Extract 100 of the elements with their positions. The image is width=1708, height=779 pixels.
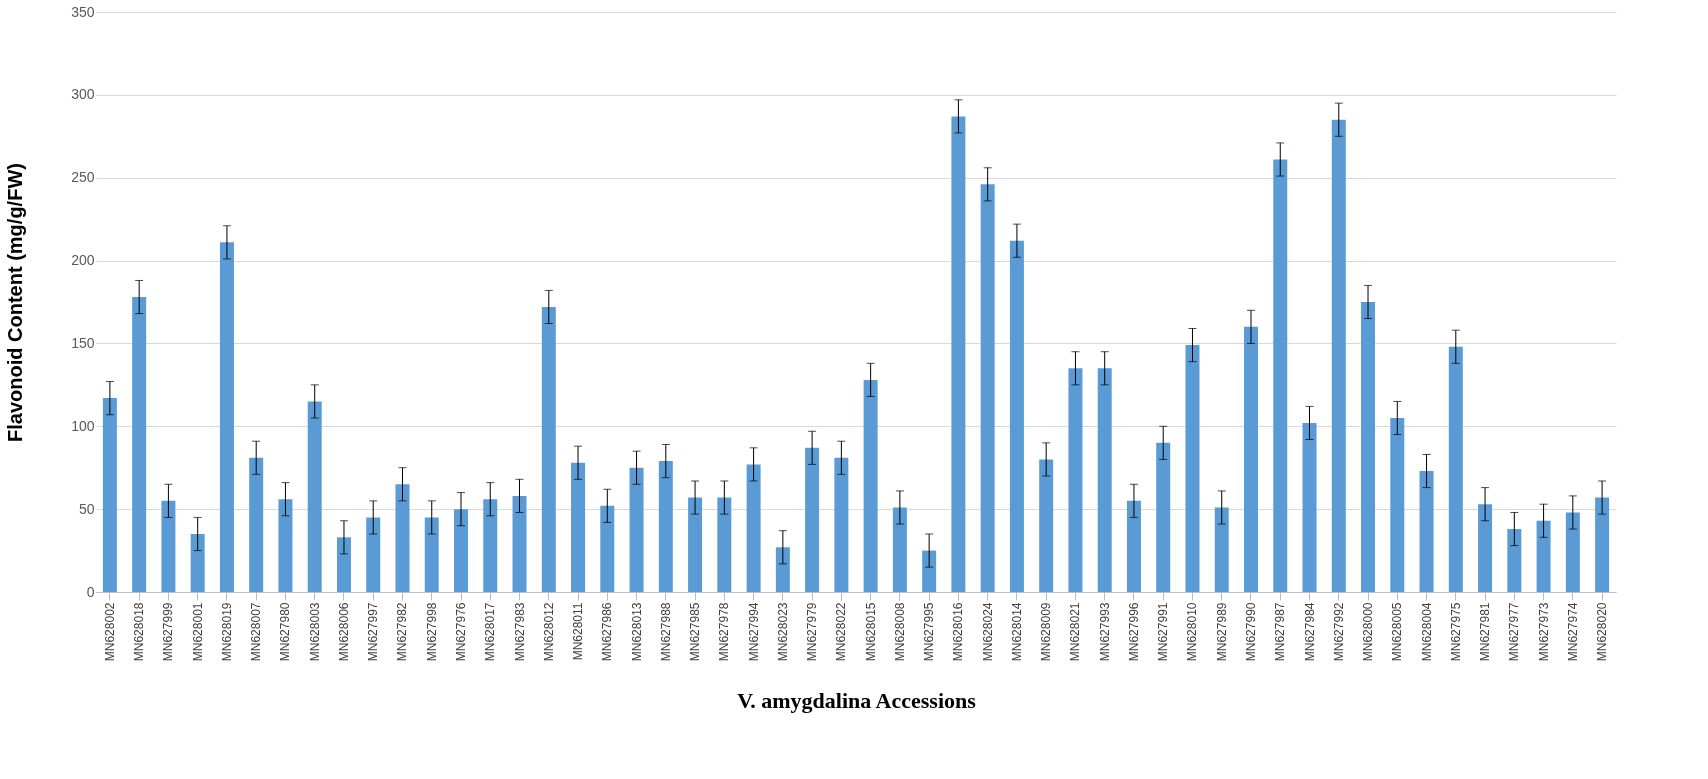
bar [1068, 368, 1083, 592]
x-tick-label: MN627987 [1273, 602, 1288, 662]
bar [571, 462, 586, 592]
bar [1302, 422, 1317, 592]
x-tick-label: MN627979 [805, 602, 820, 662]
x-tick-label: MN628009 [1039, 602, 1054, 662]
bar [512, 495, 527, 592]
x-tick-label: MN627985 [688, 602, 703, 662]
x-tick-label: MN628006 [336, 602, 351, 662]
x-tick-label: MN628004 [1419, 602, 1434, 662]
x-tick-label: MN628019 [219, 602, 234, 662]
bar [1507, 529, 1522, 592]
x-tick-label: MN628015 [863, 602, 878, 662]
bar [892, 507, 907, 592]
x-tick-label: MN628008 [892, 602, 907, 662]
y-tick-label: 100 [71, 417, 95, 434]
bar [600, 505, 615, 592]
x-tick-label: MN627995 [922, 602, 937, 662]
y-tick-label: 300 [71, 86, 95, 103]
bar [278, 499, 293, 592]
bar [1536, 520, 1551, 592]
bar [249, 457, 264, 592]
y-tick-label: 200 [71, 252, 95, 269]
bar [1448, 346, 1463, 592]
x-tick-label: MN627990 [1244, 602, 1258, 662]
bar [102, 398, 117, 592]
x-tick-label: MN627997 [366, 602, 381, 662]
x-tick-label: MN627973 [1536, 602, 1551, 662]
x-tick-label: MN627996 [1126, 602, 1141, 662]
bar [1390, 418, 1405, 592]
bar [1478, 504, 1493, 592]
bar [746, 464, 761, 592]
bar [775, 547, 790, 592]
x-tick-label: MN627994 [746, 602, 761, 662]
bar [717, 497, 732, 592]
x-tick-label: MN628010 [1185, 602, 1200, 662]
x-tick-label: MN627977 [1507, 602, 1522, 662]
x-tick-label: MN628021 [1068, 602, 1083, 662]
x-tick-label: MN627980 [278, 602, 293, 662]
bar [161, 500, 176, 592]
bar [1361, 302, 1376, 592]
bar [366, 517, 381, 592]
bar [1419, 471, 1434, 592]
bar [805, 447, 820, 592]
x-tick-label: MN627989 [1214, 602, 1229, 662]
x-tick-label: MN627991 [1156, 602, 1171, 662]
bar [307, 401, 322, 592]
x-tick-label: MN628017 [483, 602, 498, 662]
bar [980, 184, 995, 592]
bar [424, 517, 439, 592]
x-tick-label: MN628005 [1390, 602, 1405, 662]
bar [922, 550, 937, 592]
x-tick-label: MN627978 [717, 602, 732, 662]
bar [1244, 326, 1258, 592]
bar [219, 242, 234, 592]
bar [1097, 368, 1112, 592]
y-axis-title: Flavonoid Content (mg/g/FW) [4, 163, 27, 442]
bar [951, 116, 966, 592]
x-tick-label: MN627983 [512, 602, 527, 662]
x-tick-label: MN627976 [454, 602, 468, 662]
bar [1126, 500, 1141, 592]
bar [863, 379, 878, 592]
x-tick-label: MN627982 [395, 602, 410, 662]
y-tick-label: 250 [71, 169, 95, 186]
x-tick-label: MN627998 [424, 602, 439, 662]
x-tick-label: MN627981 [1478, 602, 1493, 662]
bar [658, 461, 673, 592]
x-tick-label: MN628007 [249, 602, 264, 662]
x-axis-title: V. amygdalina Accessions [737, 688, 977, 714]
x-tick-label: MN628024 [980, 602, 995, 662]
x-tick-label: MN627984 [1302, 602, 1317, 662]
bar [1009, 240, 1024, 592]
x-tick-label: MN627999 [161, 602, 176, 662]
bar [1595, 497, 1610, 592]
bar [1273, 159, 1288, 592]
bar [336, 537, 351, 592]
bar [688, 497, 703, 592]
x-tick-label: MN628018 [132, 602, 147, 662]
x-tick-label: MN628020 [1595, 602, 1610, 662]
x-tick-label: MN628013 [629, 602, 644, 662]
x-tick-label: MN628002 [102, 602, 117, 662]
x-tick-label: MN627993 [1097, 602, 1112, 662]
bar [1331, 119, 1346, 592]
bar [1214, 507, 1229, 592]
x-tick-label: MN628014 [1009, 602, 1024, 662]
bar [1039, 459, 1054, 592]
x-tick-label: MN628001 [190, 602, 205, 662]
x-tick-label: MN628016 [951, 602, 966, 662]
bar [1156, 442, 1171, 592]
bar [132, 297, 147, 592]
bar [454, 509, 468, 592]
bar [629, 467, 644, 592]
x-tick-label: MN628022 [834, 602, 849, 662]
bar [483, 499, 498, 592]
x-tick-label: MN627975 [1448, 602, 1463, 662]
bar [395, 484, 410, 592]
x-tick-label: MN627992 [1331, 602, 1346, 662]
bar [541, 306, 556, 592]
x-tick-label: MN628003 [307, 602, 322, 662]
x-tick-label: MN628023 [775, 602, 790, 662]
